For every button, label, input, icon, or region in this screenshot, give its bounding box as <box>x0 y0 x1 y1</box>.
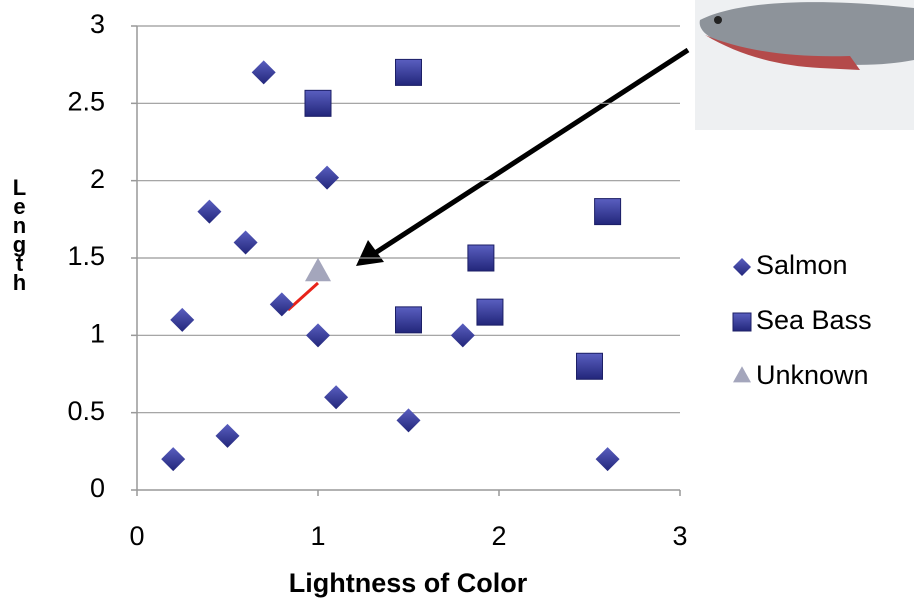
y-axis-title: Length <box>8 175 30 289</box>
point <box>396 59 422 85</box>
point <box>324 385 348 409</box>
y-tick-label: 0.5 <box>67 396 105 426</box>
legend-label: Salmon <box>756 250 848 280</box>
y-tick-label: 2 <box>90 164 105 194</box>
legend-label: Sea Bass <box>756 305 872 335</box>
point <box>596 447 620 471</box>
chart: Lightness of Color 0 0.5 1 1.5 2 2.5 3 0 1 2 3 Salm… <box>0 0 914 605</box>
y-tick-label: 1.5 <box>67 241 105 271</box>
point <box>161 447 185 471</box>
point <box>216 424 240 448</box>
point <box>252 60 276 84</box>
point <box>315 166 339 190</box>
point <box>396 307 422 333</box>
x-tick-label: 1 <box>310 521 325 551</box>
point <box>170 308 194 332</box>
point <box>234 231 258 255</box>
legend-marker <box>733 366 751 382</box>
y-tick-label: 2.5 <box>67 86 105 116</box>
y-tick-label: 3 <box>90 9 105 39</box>
fish-photo <box>695 0 914 130</box>
x-tick-label: 3 <box>672 521 687 551</box>
point <box>477 299 503 325</box>
point <box>397 408 421 432</box>
legend-marker <box>733 313 751 331</box>
point <box>197 200 221 224</box>
point <box>451 323 475 347</box>
nearest-neighbor-line <box>288 283 318 310</box>
legend-marker <box>733 258 751 276</box>
x-tick-label: 0 <box>129 521 144 551</box>
point <box>305 258 331 281</box>
point <box>305 90 331 116</box>
legend-label: Unknown <box>756 360 869 390</box>
point <box>270 292 294 316</box>
y-tick-label: 0 <box>90 473 105 503</box>
y-tick-label: 1 <box>90 318 105 348</box>
point <box>468 245 494 271</box>
x-tick-label: 2 <box>491 521 506 551</box>
point <box>595 199 621 225</box>
point <box>577 353 603 379</box>
point <box>306 323 330 347</box>
x-axis-title: Lightness of Color <box>289 568 528 598</box>
page: Lightness of Color 0 0.5 1 1.5 2 2.5 3 0 1 2 3 Salm… <box>0 0 914 605</box>
